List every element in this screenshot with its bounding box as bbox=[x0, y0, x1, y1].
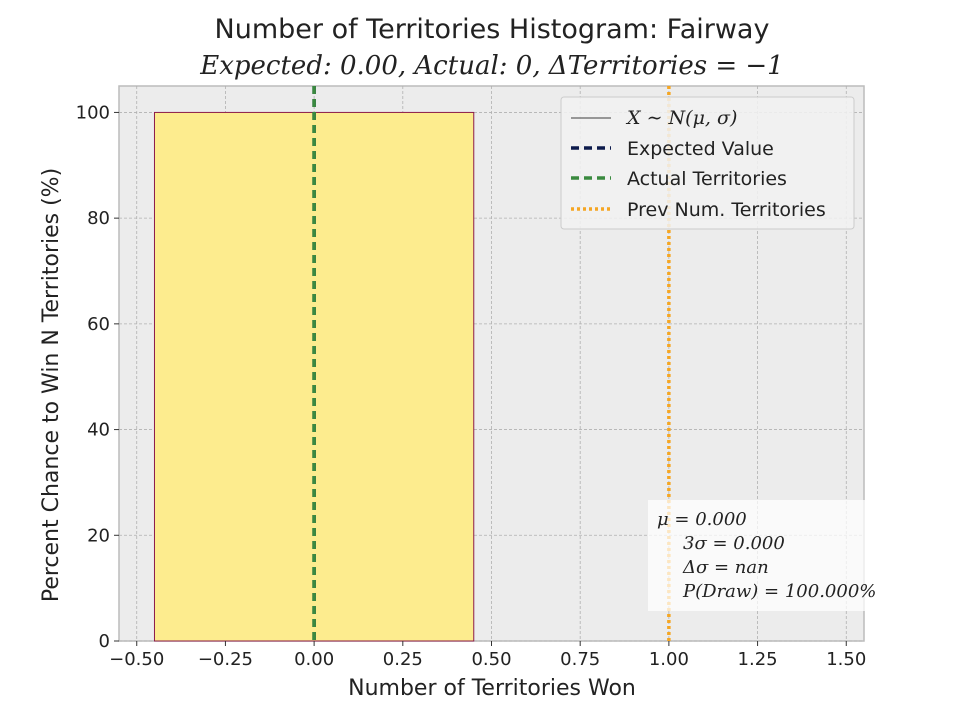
x-tick-label-5: 0.75 bbox=[560, 649, 600, 670]
y-ticks: 0 20 40 60 80 100 bbox=[76, 102, 119, 652]
legend: X ∼ N(μ, σ) Expected Value Actual Territ… bbox=[560, 96, 855, 230]
stats-box: μ = 0.000 3σ = 0.000 Δσ = nan P(Draw) = … bbox=[648, 500, 882, 611]
x-tick-label-2: 0.00 bbox=[294, 649, 334, 670]
y-tick-label-4: 80 bbox=[87, 208, 110, 229]
stats-box-background bbox=[648, 500, 882, 611]
y-tick-label-0: 0 bbox=[99, 631, 110, 652]
x-tick-label-7: 1.25 bbox=[738, 649, 778, 670]
x-tick-label-8: 1.50 bbox=[826, 649, 866, 670]
legend-box bbox=[560, 96, 855, 230]
chart-title: Number of Territories Histogram: Fairway bbox=[215, 14, 770, 45]
stats-delta-sigma: Δσ = nan bbox=[682, 557, 769, 578]
y-tick-label-1: 20 bbox=[87, 525, 110, 546]
y-axis-label: Percent Chance to Win N Territories (%) bbox=[39, 168, 64, 602]
x-axis-label: Number of Territories Won bbox=[348, 676, 636, 701]
legend-label-expected: Expected Value bbox=[627, 138, 774, 160]
x-tick-label-0: −0.50 bbox=[109, 649, 164, 670]
x-tick-label-4: 0.50 bbox=[471, 649, 511, 670]
stats-mu: μ = 0.000 bbox=[657, 509, 747, 530]
legend-label-normal: X ∼ N(μ, σ) bbox=[625, 107, 737, 129]
legend-label-prev: Prev Num. Territories bbox=[627, 199, 826, 221]
y-tick-label-5: 100 bbox=[76, 102, 110, 123]
stats-three-sigma: 3σ = 0.000 bbox=[683, 533, 785, 554]
legend-label-actual: Actual Territories bbox=[627, 168, 787, 190]
x-tick-label-1: −0.25 bbox=[198, 649, 253, 670]
chart-subtitle: Expected: 0.00, Actual: 0, ΔTerritories … bbox=[199, 51, 783, 81]
x-ticks: −0.50 −0.25 0.00 0.25 0.50 0.75 1.00 1.25 1.50 bbox=[109, 641, 866, 670]
y-tick-label-2: 40 bbox=[87, 420, 110, 441]
y-tick-label-3: 60 bbox=[87, 314, 110, 335]
stats-p-draw: P(Draw) = 100.000% bbox=[682, 581, 876, 602]
x-tick-label-3: 0.25 bbox=[383, 649, 423, 670]
x-tick-label-6: 1.00 bbox=[649, 649, 689, 670]
